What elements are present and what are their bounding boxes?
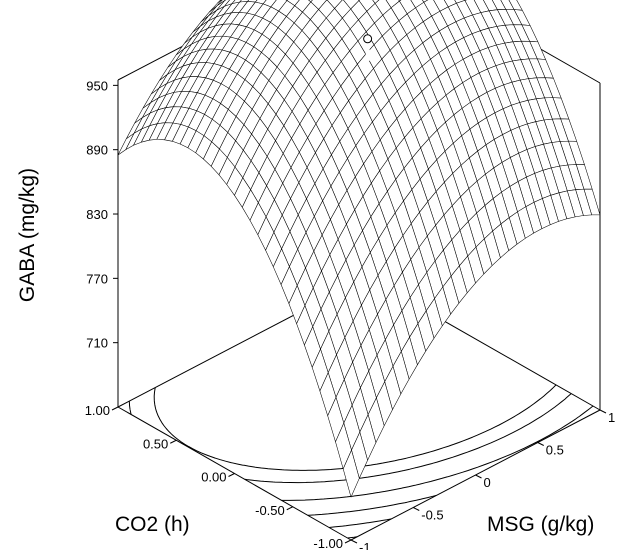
msg-tick-mark [537, 442, 544, 446]
msg-tick-label: 0.5 [546, 443, 564, 458]
msg-tick-mark [413, 507, 420, 511]
axis-ticks: 710770830890950-1.00-0.500.000.501.00-1-… [85, 78, 616, 550]
co2-axis-title: CO2 (h) [115, 513, 190, 536]
msg-tick-label: 0 [484, 475, 491, 490]
contour-line-2 [328, 518, 392, 528]
co2-tick-label: 0.00 [201, 470, 226, 485]
msg-tick-label: -0.5 [421, 508, 443, 523]
z-tick-label: 950 [86, 78, 108, 93]
co2-tick-mark [170, 439, 177, 444]
z-tick-label: 890 [86, 143, 108, 158]
surface-cell [342, 449, 360, 498]
z-axis-title: GABA (mg/kg) [16, 168, 39, 302]
msg-tick-label: -1 [359, 540, 371, 550]
msg-axis-title: MSG (g/kg) [487, 513, 594, 536]
contour-line-3 [307, 494, 437, 516]
z-tick-label: 770 [86, 271, 108, 286]
contour-line-1 [347, 536, 358, 539]
co2-tick-label: -1.00 [313, 536, 343, 550]
response-surface-mesh [117, 0, 601, 498]
co2-tick-mark [111, 406, 119, 411]
surface-cell [372, 0, 380, 4]
msg-tick-mark [475, 474, 482, 479]
msg-tick-mark [599, 409, 607, 414]
msg-tick-label: 1 [608, 410, 615, 425]
co2-tick-mark [228, 473, 235, 477]
z-tick-label: 830 [86, 207, 108, 222]
optimum-marker-group [363, 34, 373, 61]
optimum-point [363, 34, 373, 44]
msg-tick-mark [350, 539, 358, 544]
z-tick-label: 710 [86, 336, 108, 351]
co2-tick-label: 1.00 [85, 403, 110, 418]
co2-tick-label: -0.50 [255, 503, 285, 518]
co2-tick-mark [344, 539, 352, 544]
co2-tick-label: 0.50 [143, 436, 168, 451]
co2-tick-mark [286, 506, 293, 511]
contour-line-4 [281, 405, 594, 501]
floor-contours [128, 384, 594, 539]
